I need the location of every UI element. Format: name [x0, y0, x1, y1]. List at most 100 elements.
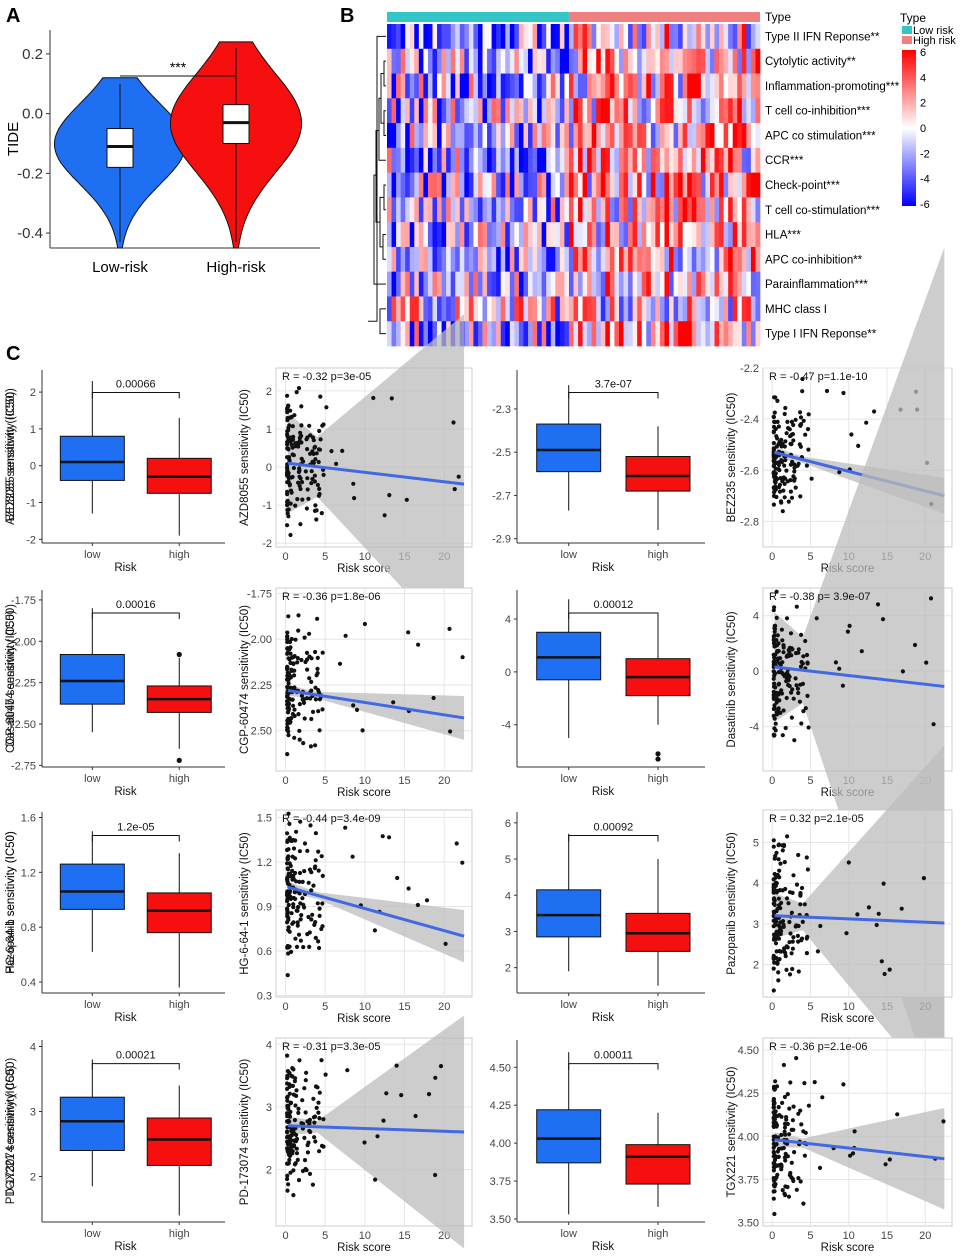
scatter-point — [406, 886, 411, 891]
scatter-point — [443, 941, 448, 947]
scatter-point — [772, 898, 777, 903]
heatmap-cell — [669, 73, 674, 99]
heatmap-cell — [741, 296, 747, 322]
heatmap-cell — [514, 271, 520, 297]
scatter-point — [299, 693, 304, 699]
heatmap-cell — [578, 197, 583, 223]
heatmap-cell — [546, 172, 552, 198]
heatmap-cell — [609, 222, 615, 248]
heatmap-cell — [568, 321, 574, 347]
heatmap-cell — [514, 73, 520, 99]
pvalue-label: 0.00021 — [116, 1050, 156, 1062]
heatmap-cell — [473, 48, 479, 74]
scatter-x-tick-label: 20 — [438, 775, 450, 787]
box-y-tick-label: 4 — [505, 890, 511, 902]
scatter-point — [285, 511, 290, 516]
heatmap-cell — [709, 222, 715, 248]
heatmap-cell — [505, 98, 511, 124]
heatmap-cell — [696, 48, 702, 74]
heatmap-cell — [582, 123, 588, 149]
heatmap-cell — [728, 296, 734, 322]
heatmap-cell — [441, 246, 447, 273]
heatmap-cell — [750, 172, 756, 198]
heatmap-cell — [687, 246, 693, 273]
heatmap-cell — [500, 222, 506, 248]
heatmap-cell — [528, 147, 533, 173]
correlation-label: R = -0.36 p=2.1e-06 — [769, 1041, 867, 1053]
scatter-y-axis-label: Dasatinib sensitivity (IC50) — [726, 611, 738, 747]
scatter-point — [780, 671, 785, 677]
scatter-point — [290, 711, 295, 717]
heatmap-cell — [732, 73, 738, 99]
box-rect — [59, 435, 125, 481]
scatter-point — [792, 476, 797, 481]
scatter-point — [782, 1191, 787, 1196]
scatter-point — [305, 487, 310, 492]
heatmap-cell — [414, 172, 420, 198]
heatmap-cell — [523, 98, 529, 124]
heatmap-cell — [609, 321, 615, 347]
heatmap-cell — [746, 123, 752, 149]
scatter-point — [771, 676, 776, 681]
heatmap-row-label: Cytolytic activity** — [765, 56, 856, 68]
heatmap-cell — [632, 246, 638, 273]
scatter-point — [774, 850, 779, 855]
heatmap-cell — [532, 123, 538, 149]
heatmap-cell — [628, 73, 633, 99]
scatter-point — [772, 681, 777, 686]
box-y-tick-label: 1 — [30, 424, 36, 436]
scatter-point — [852, 1129, 857, 1134]
heatmap-cell — [746, 296, 752, 322]
heatmap-cell — [405, 321, 411, 347]
heatmap-cell — [500, 321, 506, 347]
heatmap-cell — [600, 98, 606, 124]
box-x-tick-label: low — [560, 999, 577, 1011]
heatmap-cell — [746, 73, 752, 99]
scatter-point — [859, 649, 864, 654]
heatmap-cell — [669, 271, 674, 297]
heatmap-cell — [487, 73, 492, 99]
heatmap-cell — [650, 24, 656, 50]
scatter-point — [783, 439, 788, 444]
heatmap-cell — [464, 73, 470, 99]
heatmap-cell — [650, 296, 656, 322]
heatmap-cell — [387, 271, 392, 297]
heatmap-cell — [700, 73, 706, 99]
heatmap-cell — [578, 296, 583, 322]
heatmap-cell — [400, 73, 406, 99]
scatter-point — [317, 486, 322, 491]
scatter-point — [778, 861, 783, 866]
type-legend-title: Type — [900, 11, 926, 25]
heatmap-cell — [573, 197, 579, 223]
heatmap-cell — [564, 296, 570, 322]
heatmap-cell — [646, 296, 652, 322]
box-x-tick-label: high — [648, 999, 669, 1011]
heatmap-cell — [614, 296, 620, 322]
heatmap-cell — [578, 48, 583, 74]
y-tick-label: -0.4 — [17, 225, 43, 242]
heatmap-cell — [637, 123, 643, 149]
scatter-point — [812, 1080, 817, 1085]
box-y-tick-label: 3.50 — [490, 1214, 511, 1226]
scatter-point — [296, 613, 301, 618]
scatter-point — [772, 419, 777, 424]
scatter-point — [824, 388, 830, 394]
scatter-point — [776, 923, 781, 928]
scatter-point — [779, 688, 784, 693]
dendrogram-branch — [383, 60, 386, 87]
heatmap-cell — [514, 98, 520, 124]
scatter-point — [296, 628, 301, 633]
heatmap-cell — [587, 321, 593, 347]
heatmap-cell — [623, 24, 629, 50]
heatmap-cell — [705, 197, 711, 223]
heatmap-cell — [669, 172, 674, 198]
scatter-point — [311, 1096, 316, 1101]
scatter-point — [777, 868, 782, 873]
heatmap-cell — [714, 296, 720, 322]
scatter-y-tick-label: 5 — [753, 838, 759, 850]
heatmap-cell — [691, 123, 697, 149]
scatter-point — [797, 699, 803, 704]
heatmap-cell — [659, 73, 665, 99]
heatmap-cell — [537, 246, 543, 273]
dendrogram-branch — [375, 130, 380, 223]
